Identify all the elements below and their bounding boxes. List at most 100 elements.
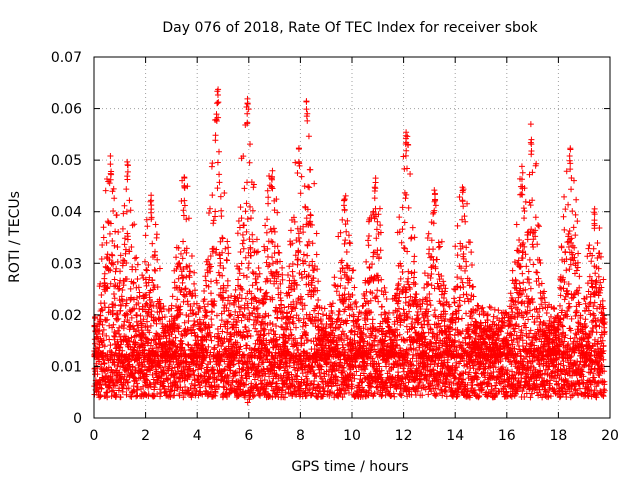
data-point: [275, 271, 282, 278]
data-point: [313, 251, 320, 258]
data-point: [279, 264, 286, 271]
data-point: [249, 282, 256, 289]
data-point: [246, 236, 253, 243]
data-point: [191, 280, 198, 287]
data-point: [195, 342, 202, 349]
data-point: [239, 374, 246, 381]
data-point: [207, 389, 214, 396]
data-point: [374, 287, 381, 294]
data-point: [261, 377, 268, 384]
data-point: [145, 262, 152, 269]
data-point: [210, 366, 217, 373]
data-point: [126, 197, 133, 204]
data-point: [209, 248, 216, 255]
data-point: [245, 369, 252, 376]
data-point: [100, 234, 107, 241]
data-point: [110, 185, 117, 192]
data-point: [109, 252, 116, 259]
data-point: [106, 180, 113, 187]
data-point: [267, 326, 274, 333]
data-point: [413, 291, 420, 298]
data-point: [168, 383, 175, 390]
data-point: [234, 339, 241, 346]
data-point: [100, 224, 107, 231]
data-point: [273, 372, 280, 379]
data-point: [234, 319, 241, 326]
data-point: [247, 203, 254, 210]
data-point: [396, 214, 403, 221]
data-point: [94, 371, 101, 378]
data-point: [121, 318, 128, 325]
data-point: [139, 272, 146, 279]
data-point: [219, 272, 226, 279]
data-point: [108, 349, 115, 356]
data-point: [138, 335, 145, 342]
data-point: [435, 244, 442, 251]
data-point: [109, 237, 116, 244]
data-point: [256, 312, 263, 319]
data-point: [182, 383, 189, 390]
data-point: [179, 340, 186, 347]
data-point: [284, 363, 291, 370]
data-point: [203, 309, 210, 316]
data-point: [168, 345, 175, 352]
data-point: [232, 286, 239, 293]
data-point: [279, 387, 286, 394]
data-point: [134, 386, 141, 393]
data-point: [221, 366, 228, 373]
data-point: [218, 317, 225, 324]
data-point: [240, 237, 247, 244]
data-point: [185, 215, 192, 222]
data-point: [206, 264, 213, 271]
data-point: [140, 316, 147, 323]
data-point: [192, 337, 199, 344]
data-point: [281, 304, 288, 311]
data-point: [463, 263, 470, 270]
data-point: [215, 269, 222, 276]
data-point: [219, 328, 226, 335]
data-point: [253, 328, 260, 335]
data-point: [117, 307, 124, 314]
data-point: [462, 267, 469, 274]
data-point: [463, 310, 470, 317]
data-point: [275, 285, 282, 292]
data-point: [376, 205, 383, 212]
data-point: [183, 216, 190, 223]
data-point: [286, 263, 293, 270]
data-point: [431, 307, 438, 314]
data-point: [144, 223, 151, 230]
data-point: [131, 255, 138, 262]
data-point: [175, 275, 182, 282]
data-point: [103, 332, 110, 339]
data-point: [405, 275, 412, 282]
data-point: [294, 373, 301, 380]
data-point: [226, 337, 233, 344]
data-point: [244, 216, 251, 223]
data-point: [158, 375, 165, 382]
data-point: [331, 274, 338, 281]
data-point: [219, 289, 226, 296]
data-point: [251, 392, 258, 399]
data-point: [278, 297, 285, 304]
data-point: [207, 268, 214, 275]
data-point: [97, 318, 104, 325]
data-point: [98, 385, 105, 392]
data-point: [147, 342, 154, 349]
data-point: [124, 236, 131, 243]
data-point: [430, 210, 437, 217]
data-point: [251, 294, 258, 301]
data-point: [424, 301, 431, 308]
data-point: [253, 279, 260, 286]
data-point: [123, 276, 130, 283]
data-point: [454, 222, 461, 229]
data-point: [249, 310, 256, 317]
data-point: [188, 330, 195, 337]
data-point: [270, 327, 277, 334]
data-point: [144, 377, 151, 384]
data-point: [238, 215, 245, 222]
data-point: [269, 394, 276, 401]
data-point: [98, 291, 105, 298]
data-point: [205, 343, 212, 350]
data-point: [463, 291, 470, 298]
data-point: [208, 290, 215, 297]
